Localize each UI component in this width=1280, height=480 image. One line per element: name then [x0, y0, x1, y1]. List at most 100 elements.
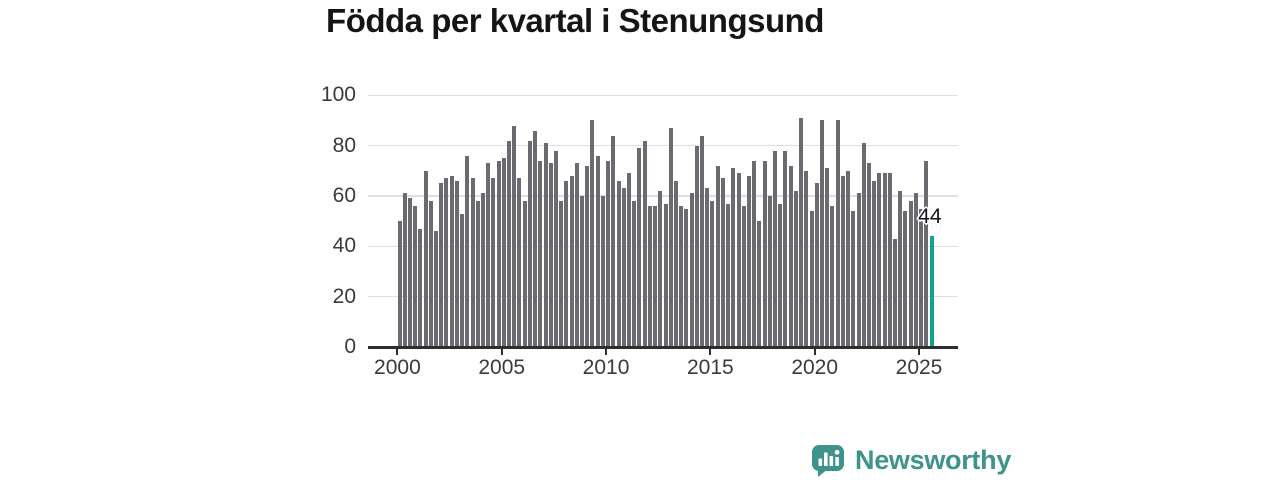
bar	[835, 120, 840, 347]
bar	[632, 201, 637, 347]
x-tick-mark	[918, 348, 920, 355]
bar	[590, 120, 595, 347]
bar	[684, 208, 689, 347]
bar	[840, 175, 845, 347]
bar	[517, 178, 522, 347]
bar	[642, 140, 647, 347]
bar	[715, 165, 720, 347]
bar	[538, 160, 543, 347]
bar	[694, 145, 699, 347]
bar	[580, 195, 585, 347]
bar	[486, 163, 491, 347]
x-tick-label: 2025	[895, 356, 943, 379]
bar	[726, 203, 731, 347]
bar	[830, 206, 835, 347]
gridline	[368, 295, 958, 298]
bar	[418, 228, 423, 347]
bar	[606, 160, 611, 347]
bar	[819, 120, 824, 347]
y-tick-label: 60	[332, 183, 356, 207]
bar	[559, 201, 564, 347]
bar	[814, 183, 819, 347]
bar	[673, 180, 678, 347]
bar	[856, 193, 861, 347]
bar	[752, 160, 757, 347]
x-tick-mark	[709, 348, 712, 355]
bar	[574, 163, 579, 347]
bar	[527, 140, 532, 347]
bar	[773, 150, 778, 347]
bar	[616, 180, 621, 347]
bar	[439, 183, 444, 347]
bar	[569, 175, 574, 347]
bar	[679, 206, 684, 347]
x-axis-line	[368, 346, 958, 349]
highlight-bar	[929, 236, 934, 347]
bar	[621, 188, 626, 347]
bar	[788, 165, 793, 347]
bar	[470, 178, 475, 347]
bar	[611, 135, 616, 347]
bar	[851, 211, 856, 347]
bar	[522, 201, 527, 347]
bar	[846, 170, 851, 347]
bar	[507, 140, 512, 347]
bar	[887, 173, 892, 347]
bar	[658, 190, 663, 347]
bar	[595, 155, 600, 347]
bar	[882, 173, 887, 347]
x-tick-label: 2010	[582, 356, 630, 379]
bar	[491, 178, 496, 347]
bar	[893, 238, 898, 347]
bar	[908, 201, 913, 347]
bar	[434, 231, 438, 347]
bar	[757, 221, 762, 347]
bar	[809, 211, 814, 347]
y-tick-label: 80	[332, 133, 356, 157]
bar	[919, 208, 924, 347]
bar	[866, 163, 871, 347]
bar	[877, 173, 882, 347]
bar	[913, 193, 918, 347]
bar	[705, 188, 710, 347]
bar	[533, 130, 538, 347]
gridline	[368, 144, 958, 147]
x-tick-mark	[396, 348, 399, 355]
highlight-value-label: 44	[918, 205, 942, 229]
bar	[480, 193, 485, 347]
y-tick-label: 100	[320, 83, 356, 107]
bar	[700, 135, 705, 347]
bar	[548, 163, 553, 347]
gridline	[368, 94, 958, 96]
bar	[762, 160, 767, 347]
bar	[407, 198, 412, 347]
bar	[767, 195, 772, 347]
chart-title: Födda per kvartal i Stenungsund	[326, 2, 824, 39]
bar	[647, 206, 652, 347]
bar	[428, 201, 433, 347]
bar	[898, 190, 903, 347]
gridline	[368, 245, 958, 247]
bar	[793, 190, 798, 347]
bar	[825, 168, 830, 347]
bar	[668, 128, 673, 347]
gridline	[368, 195, 958, 197]
bar	[512, 125, 517, 347]
bar	[585, 165, 590, 347]
bar	[501, 158, 506, 347]
x-tick-label: 2000	[374, 356, 421, 379]
bar	[627, 173, 631, 347]
newsworthy-wordmark: Newsworthy	[855, 444, 1012, 475]
bar	[496, 160, 501, 347]
bar	[720, 178, 725, 347]
bar	[465, 155, 470, 347]
bar	[799, 117, 804, 347]
x-tick-mark	[605, 348, 608, 355]
bar	[736, 173, 741, 347]
bar	[402, 193, 407, 347]
y-tick-label: 0	[344, 335, 356, 358]
bar	[731, 168, 736, 347]
bar	[741, 206, 746, 347]
bar	[637, 148, 642, 347]
